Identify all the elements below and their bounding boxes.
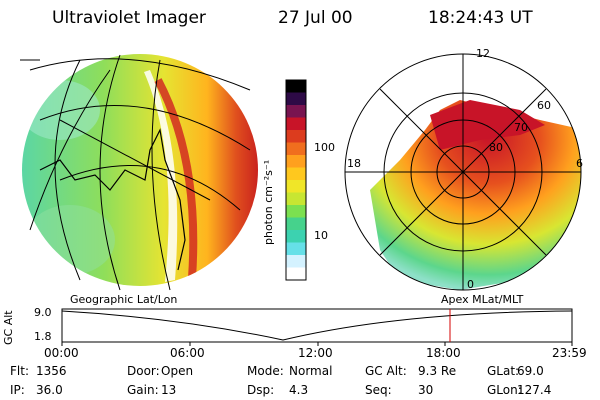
mlat-label-60: 60 [537,99,551,112]
time-tick-1200: 12:00 [298,346,333,360]
status-value: 9.3 Re [418,364,457,378]
status-value: 13 [161,383,177,397]
instrument-title: Ultraviolet Imager [52,8,206,28]
geo-graticule [20,54,251,291]
altitude-axis-label: GC Alt [2,310,15,345]
status-label: Dsp: [247,383,275,397]
colorbar-swatch [286,205,306,218]
colorbar-swatch [286,180,306,193]
colorbar-swatch [286,92,306,106]
colorbar [285,79,307,281]
status-label: Flt: [10,364,29,378]
colorbar-frame [285,79,307,281]
status-value: Normal [289,364,333,378]
colorbar-swatch [286,255,306,268]
status-value: 127.4 [517,383,552,397]
mlt-label-12: 12 [476,47,490,60]
colorbar-swatch [286,267,306,281]
status-label: GLat: [487,364,520,378]
status-label: GLon: [487,383,522,397]
colorbar-swatch [286,80,306,93]
status-value: 36.0 [36,383,63,397]
geo-coastline [39,128,186,271]
colorbar-swatch [286,217,306,231]
colorbar-swatch [286,242,306,256]
status-label: IP: [10,383,25,397]
status-value: Open [161,364,194,378]
colorbar-swatch [286,230,306,243]
colorbar-swatch [286,105,306,118]
colorbar-tick-10: 10 [314,229,328,242]
status-value: 1356 [36,364,67,378]
colorbar-swatch [286,192,306,206]
mlt-label-6: 6 [576,157,583,170]
header-time: 18:24:43 UT [428,8,533,28]
mlt-label-0: 0 [467,278,474,291]
mlat-label-70: 70 [514,121,528,134]
mlat-label-80: 80 [489,141,503,154]
colorbar-swatch [286,155,306,168]
status-label: Door: [127,364,160,378]
time-tick-0000: 00:00 [44,346,79,360]
status-value: 4.3 [289,383,309,397]
time-tick-0600: 06:00 [170,346,205,360]
altitude-ytick-low: 1.8 [34,330,52,343]
status-label: Seq: [365,383,392,397]
status-label: Mode: [247,364,284,378]
colorbar-tick-100: 100 [314,141,335,154]
geo-map-panel [20,54,258,291]
polar-grid [344,53,582,291]
mlt-label-18: 18 [347,157,361,170]
colorbar-swatch [286,130,306,143]
status-label: GC Alt: [365,364,407,378]
colorbar-swatch [286,117,306,131]
altitude-ytick-high: 9.0 [34,306,52,319]
status-value: 30 [418,383,434,397]
colorbar-unit-label: photon cm⁻²s⁻¹ [262,159,275,245]
polar-map-label: Apex MLat/MLT [441,293,524,306]
geo-map-label: Geographic Lat/Lon [70,293,178,306]
polar-map-panel [344,53,582,291]
colorbar-swatch [286,167,306,181]
time-tick-2359: 23:59 [552,346,587,360]
colorbar-swatch [286,142,306,156]
header-date: 27 Jul 00 [278,8,353,28]
status-label: Gain: [127,383,159,397]
time-tick-1800: 18:00 [426,346,461,360]
altitude-plot [61,308,573,346]
status-value: 69.0 [517,364,544,378]
